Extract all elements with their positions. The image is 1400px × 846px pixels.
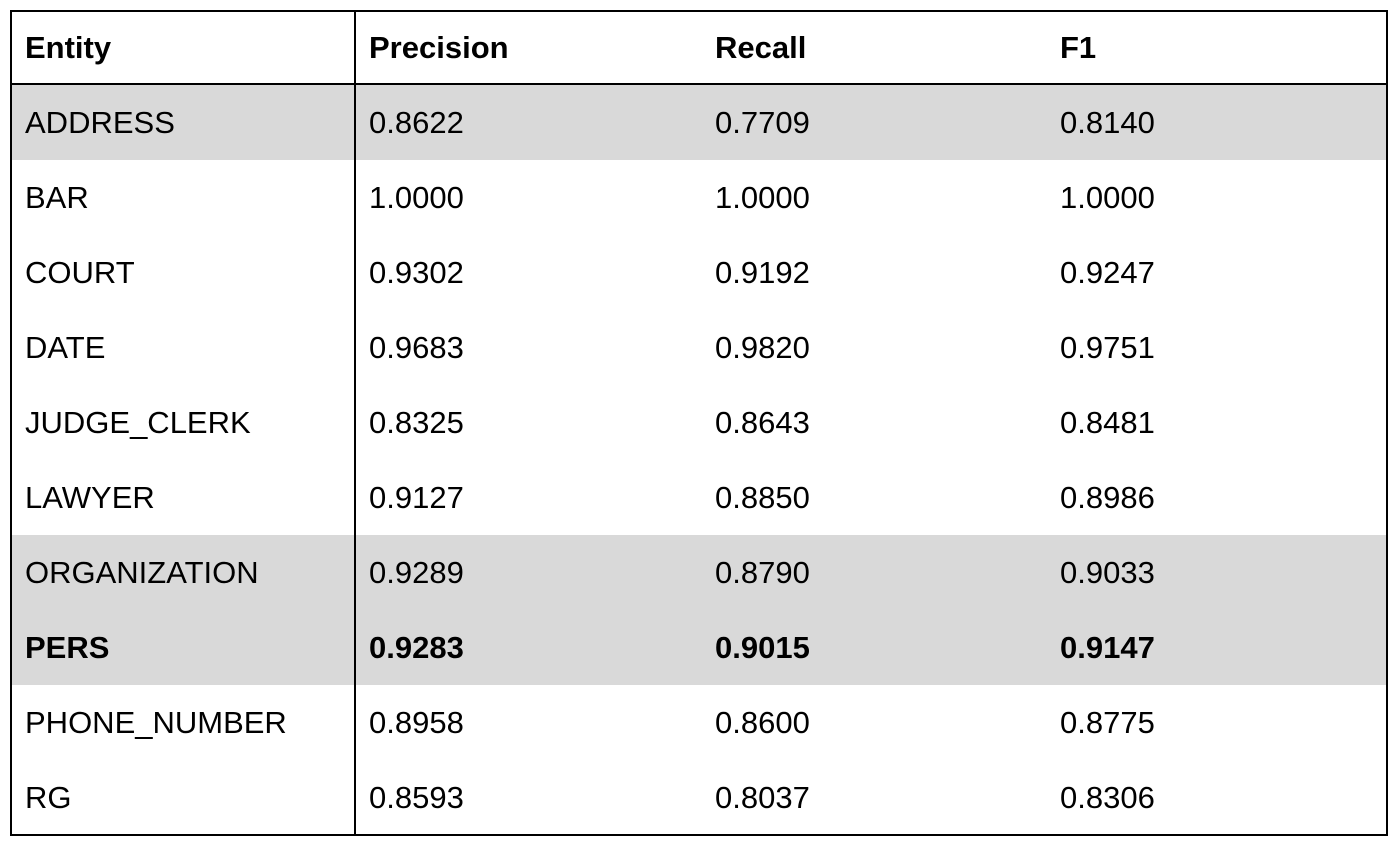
cell-entity: JUDGE_CLERK xyxy=(12,385,356,460)
cell-entity: ORGANIZATION xyxy=(12,535,356,610)
cell-recall: 0.9192 xyxy=(715,254,810,290)
table-row: LAWYER 0.9127 0.8850 0.8986 xyxy=(12,460,1386,535)
cell-entity: BAR xyxy=(12,160,356,235)
cell-f1: 1.0000 xyxy=(1060,179,1155,215)
cell-f1: 0.9247 xyxy=(1060,254,1155,290)
cell-f1: 0.8481 xyxy=(1060,404,1155,440)
table-row: PHONE_NUMBER 0.8958 0.8600 0.8775 xyxy=(12,685,1386,760)
cell-f1: 0.9147 xyxy=(1060,629,1155,665)
cell-precision: 0.8325 xyxy=(369,404,464,440)
cell-f1: 0.8986 xyxy=(1060,479,1155,515)
cell-f1: 0.9033 xyxy=(1060,554,1155,590)
cell-precision: 0.9127 xyxy=(369,479,464,515)
table-body: ADDRESS 0.8622 0.7709 0.8140 BAR 1.0000 1.0000… xyxy=(12,85,1386,834)
cell-recall: 0.8850 xyxy=(715,479,810,515)
cell-f1: 0.9751 xyxy=(1060,329,1155,365)
cell-recall: 0.9820 xyxy=(715,329,810,365)
table-row: ADDRESS 0.8622 0.7709 0.8140 xyxy=(12,85,1386,160)
cell-recall: 0.8790 xyxy=(715,554,810,590)
cell-recall: 0.8643 xyxy=(715,404,810,440)
table-row: PERS 0.9283 0.9015 0.9147 xyxy=(12,610,1386,685)
metrics-table: Entity Precision Recall F1 ADDRESS 0.8622… xyxy=(10,10,1388,836)
cell-precision: 1.0000 xyxy=(369,179,464,215)
table-row: COURT 0.9302 0.9192 0.9247 xyxy=(12,235,1386,310)
cell-precision: 0.9283 xyxy=(369,629,464,665)
table-row: BAR 1.0000 1.0000 1.0000 xyxy=(12,160,1386,235)
cell-entity: LAWYER xyxy=(12,460,356,535)
cell-entity: COURT xyxy=(12,235,356,310)
table-row: ORGANIZATION 0.9289 0.8790 0.9033 xyxy=(12,535,1386,610)
cell-precision: 0.8958 xyxy=(369,704,464,740)
cell-entity: PHONE_NUMBER xyxy=(12,685,356,760)
header-f1: F1 xyxy=(1060,29,1097,65)
header-entity: Entity xyxy=(12,12,356,83)
table-row: RG 0.8593 0.8037 0.8306 xyxy=(12,760,1386,834)
cell-recall: 0.7709 xyxy=(715,104,810,140)
cell-precision: 0.9683 xyxy=(369,329,464,365)
cell-entity: PERS xyxy=(12,610,356,685)
cell-entity: DATE xyxy=(12,310,356,385)
cell-f1: 0.8775 xyxy=(1060,704,1155,740)
cell-recall: 1.0000 xyxy=(715,179,810,215)
header-recall: Recall xyxy=(715,29,807,65)
cell-recall: 0.8037 xyxy=(715,779,810,815)
cell-precision: 0.9289 xyxy=(369,554,464,590)
cell-precision: 0.8593 xyxy=(369,779,464,815)
cell-recall: 0.8600 xyxy=(715,704,810,740)
cell-entity: RG xyxy=(12,760,356,834)
table-header-row: Entity Precision Recall F1 xyxy=(12,12,1386,85)
cell-precision: 0.8622 xyxy=(369,104,464,140)
header-precision: Precision xyxy=(369,29,509,65)
table-row: DATE 0.9683 0.9820 0.9751 xyxy=(12,310,1386,385)
cell-f1: 0.8306 xyxy=(1060,779,1155,815)
cell-precision: 0.9302 xyxy=(369,254,464,290)
cell-entity: ADDRESS xyxy=(12,85,356,160)
cell-f1: 0.8140 xyxy=(1060,104,1155,140)
table-row: JUDGE_CLERK 0.8325 0.8643 0.8481 xyxy=(12,385,1386,460)
cell-recall: 0.9015 xyxy=(715,629,810,665)
